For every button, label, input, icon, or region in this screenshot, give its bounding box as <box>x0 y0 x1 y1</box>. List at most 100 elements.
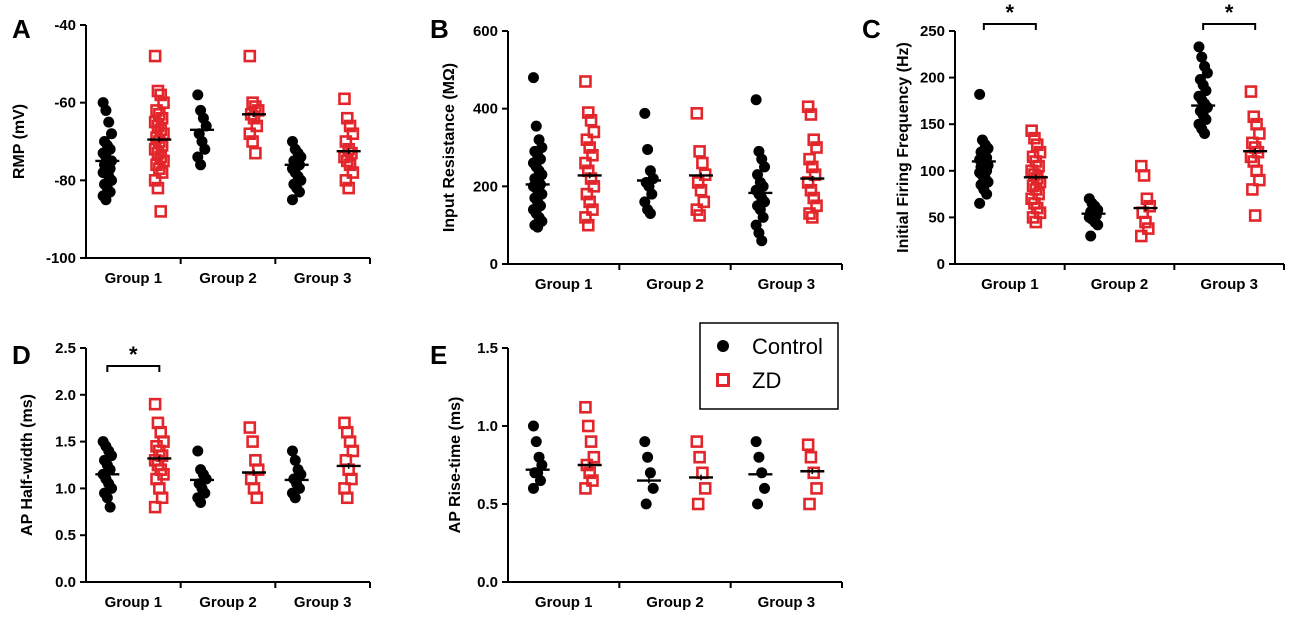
zd-point <box>806 211 819 224</box>
control-point <box>1196 51 1208 63</box>
significance-bracket <box>106 365 161 372</box>
zd-point <box>801 438 815 452</box>
zd-point <box>338 92 351 106</box>
legend-box <box>699 322 839 410</box>
control-point <box>1092 219 1104 231</box>
zd-point <box>586 148 599 162</box>
y-tick-label: 50 <box>928 209 945 226</box>
zd-point <box>579 156 592 170</box>
zd-point <box>803 152 816 166</box>
zd-point <box>579 400 592 414</box>
y-tick-label: 400 <box>473 101 498 118</box>
control-point <box>639 107 651 119</box>
panel-letter: E <box>430 340 447 370</box>
panel-letter: D <box>12 340 31 370</box>
zd-point <box>148 49 162 63</box>
zd-point <box>804 183 818 197</box>
x-category-label: Group 1 <box>535 594 593 611</box>
zd-point <box>148 174 162 187</box>
x-category-label: Group 1 <box>981 276 1039 293</box>
control-point <box>644 467 656 479</box>
control-point <box>101 492 113 504</box>
panel-letter: B <box>430 14 449 44</box>
zd-point <box>155 491 169 505</box>
x-category-label: Group 2 <box>1091 276 1149 293</box>
control-point <box>104 501 116 513</box>
y-axis-title: AP Half-width (ms) <box>19 394 36 536</box>
significance-star: * <box>1006 0 1015 25</box>
zd-point <box>693 450 706 464</box>
zd-point <box>690 107 704 120</box>
control-point <box>199 143 211 155</box>
x-category-label: Group 2 <box>646 276 704 293</box>
zd-point <box>694 183 708 197</box>
control-point <box>757 211 769 223</box>
control-point <box>642 451 654 463</box>
zd-point <box>807 466 821 480</box>
zd-point <box>587 180 601 193</box>
control-point <box>100 194 112 206</box>
zd-point <box>1142 222 1155 235</box>
control-point <box>192 445 204 457</box>
y-tick-label: 1.5 <box>477 340 498 357</box>
zd-point <box>1248 209 1262 222</box>
zd-point <box>346 127 360 141</box>
x-category-label: Group 1 <box>535 276 593 293</box>
control-point <box>527 482 539 494</box>
panel-letter: A <box>12 14 31 44</box>
zd-point <box>340 491 354 505</box>
y-tick-label: 150 <box>920 116 945 133</box>
zd-point <box>1135 229 1148 243</box>
legend-control-marker <box>717 340 729 352</box>
zd-point <box>340 111 354 125</box>
zd-point <box>807 191 821 205</box>
y-tick-label: -80 <box>54 172 76 189</box>
control-point <box>759 482 771 494</box>
zd-point <box>154 205 168 218</box>
zd-point <box>1137 169 1151 182</box>
legend-zd-label: ZD <box>752 368 781 393</box>
zd-point <box>148 397 162 411</box>
y-tick-label: 1.0 <box>477 418 498 435</box>
zd-point <box>243 49 257 63</box>
control-point <box>1199 128 1211 140</box>
y-tick-label: -100 <box>46 250 76 267</box>
y-tick-label: -40 <box>54 17 76 34</box>
control-point <box>103 116 115 128</box>
zd-point <box>250 119 264 133</box>
zd-point <box>579 211 592 224</box>
zd-point <box>806 160 819 174</box>
y-tick-label: 600 <box>473 23 498 40</box>
significance-bracket <box>1202 23 1257 30</box>
zd-point <box>579 75 592 88</box>
zd-point <box>803 497 816 511</box>
control-point <box>286 194 298 206</box>
zd-point <box>155 166 169 179</box>
control-point <box>530 120 542 132</box>
panels: A -40 -60 -80 -100 Group 1 Group 2 Group 3 RMP (… <box>11 0 1285 611</box>
zd-point <box>691 497 705 511</box>
control-point <box>753 451 765 463</box>
zd-point <box>250 491 264 505</box>
x-category-label: Group 3 <box>294 594 352 611</box>
zd-point <box>249 146 262 160</box>
x-category-label: Group 3 <box>758 276 816 293</box>
control-point <box>752 498 764 510</box>
zd-point <box>807 133 821 147</box>
y-tick-label: 1.5 <box>55 434 76 451</box>
y-tick-label: 200 <box>473 178 498 195</box>
zd-point <box>586 474 599 487</box>
zd-point <box>583 141 596 154</box>
control-point <box>192 89 204 101</box>
y-tick-label: 0 <box>937 256 945 273</box>
zd-point <box>583 195 596 209</box>
zd-point <box>243 127 257 141</box>
zd-point <box>810 141 823 154</box>
zd-point <box>696 156 709 170</box>
zd-point <box>810 199 823 213</box>
control-point <box>974 197 986 209</box>
zd-point <box>246 435 259 448</box>
zd-point <box>1253 127 1266 140</box>
zd-point <box>1246 183 1259 196</box>
